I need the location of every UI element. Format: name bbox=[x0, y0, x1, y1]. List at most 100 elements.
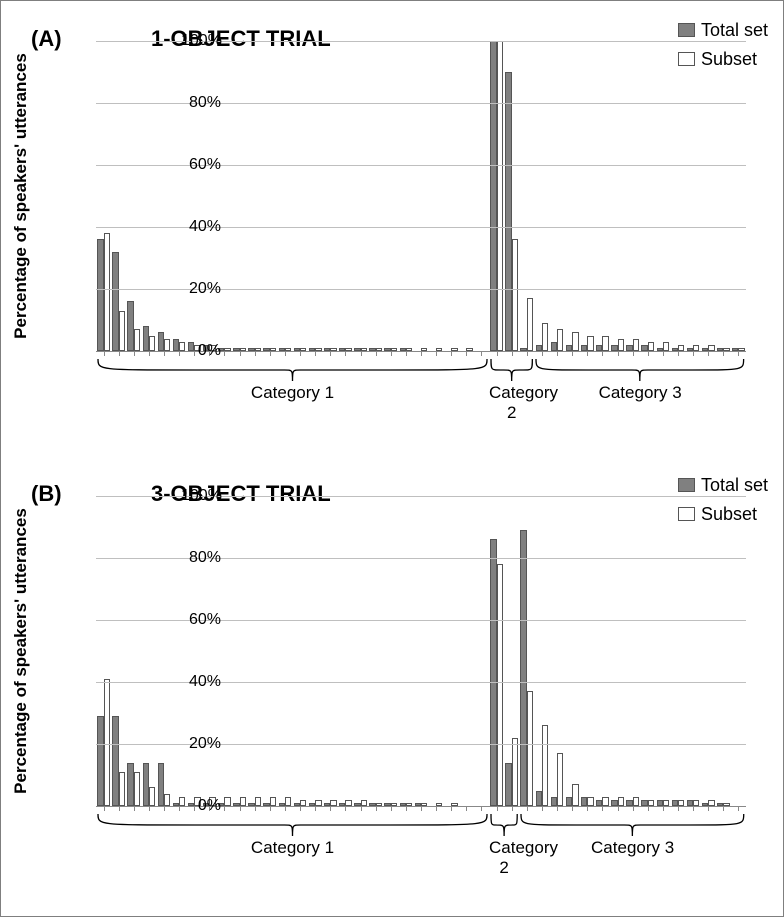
category-brace: Category 1 bbox=[96, 814, 489, 858]
xtick bbox=[104, 806, 105, 811]
bar-subset bbox=[633, 797, 639, 806]
bar-subset bbox=[300, 800, 306, 806]
plot-area-b bbox=[96, 496, 746, 807]
panel-b-label: (B) bbox=[31, 481, 62, 507]
bar-subset bbox=[224, 797, 230, 806]
xtick bbox=[255, 351, 256, 356]
bar-subset bbox=[527, 691, 533, 806]
xtick bbox=[436, 806, 437, 811]
bar-subset bbox=[376, 803, 382, 806]
bar-subset bbox=[330, 348, 336, 351]
bar-subset bbox=[618, 339, 624, 351]
legend-total-swatch bbox=[678, 23, 695, 37]
xtick bbox=[376, 351, 377, 356]
xtick bbox=[723, 806, 724, 811]
xtick bbox=[164, 351, 165, 356]
category-brace: Category 2 bbox=[489, 359, 534, 423]
bar-subset bbox=[542, 725, 548, 806]
bar-subset bbox=[421, 803, 427, 806]
plot-area-a bbox=[96, 41, 746, 352]
bar-subset bbox=[406, 803, 412, 806]
legend-total-swatch-b bbox=[678, 478, 695, 492]
ytick-label: 80% bbox=[181, 549, 221, 567]
bar-subset bbox=[587, 336, 593, 352]
bar-subset bbox=[497, 41, 503, 351]
xtick bbox=[315, 806, 316, 811]
xtick bbox=[361, 806, 362, 811]
xtick bbox=[723, 351, 724, 356]
xtick bbox=[481, 806, 482, 811]
xtick bbox=[240, 351, 241, 356]
xtick bbox=[134, 806, 135, 811]
xtick bbox=[270, 351, 271, 356]
xtick bbox=[693, 806, 694, 811]
xtick bbox=[708, 806, 709, 811]
xtick bbox=[466, 806, 467, 811]
bar-subset bbox=[149, 336, 155, 352]
xtick bbox=[406, 806, 407, 811]
bar-subset bbox=[345, 348, 351, 351]
xtick bbox=[587, 806, 588, 811]
bar-subset bbox=[361, 800, 367, 806]
bar-subset bbox=[542, 323, 548, 351]
xtick bbox=[572, 806, 573, 811]
xtick bbox=[285, 351, 286, 356]
category-label: Category 3 bbox=[534, 383, 746, 403]
bar-subset bbox=[104, 233, 110, 351]
xtick bbox=[149, 351, 150, 356]
category-label: Category 1 bbox=[96, 383, 489, 403]
ytick-label: 60% bbox=[181, 611, 221, 629]
bar-subset bbox=[315, 800, 321, 806]
ytick-label: 40% bbox=[181, 218, 221, 236]
xtick bbox=[527, 806, 528, 811]
xtick bbox=[391, 351, 392, 356]
bar-subset bbox=[255, 348, 261, 351]
bar-subset bbox=[648, 342, 654, 351]
bar-subset bbox=[240, 348, 246, 351]
bar-subset bbox=[391, 803, 397, 806]
category-brace: Category 3 bbox=[534, 359, 746, 403]
category-label: Category 3 bbox=[519, 838, 746, 858]
xtick bbox=[421, 351, 422, 356]
bar-subset bbox=[572, 332, 578, 351]
xtick bbox=[738, 351, 739, 356]
bar-subset bbox=[602, 336, 608, 352]
xtick bbox=[119, 806, 120, 811]
y-axis-label-b: Percentage of speakers' utterances bbox=[11, 508, 31, 794]
xtick bbox=[376, 806, 377, 811]
bar-subset bbox=[134, 329, 140, 351]
xtick bbox=[345, 806, 346, 811]
xtick bbox=[587, 351, 588, 356]
xtick bbox=[557, 806, 558, 811]
bar-subset bbox=[285, 348, 291, 351]
bar-subset bbox=[149, 787, 155, 806]
bar-subset bbox=[466, 348, 472, 351]
xtick bbox=[300, 806, 301, 811]
xtick bbox=[224, 351, 225, 356]
ytick-label: 80% bbox=[181, 94, 221, 112]
xtick bbox=[119, 351, 120, 356]
xtick bbox=[164, 806, 165, 811]
bar-subset bbox=[678, 345, 684, 351]
bar-subset bbox=[104, 679, 110, 806]
xtick bbox=[542, 806, 543, 811]
xtick bbox=[466, 351, 467, 356]
ytick-label: 20% bbox=[181, 280, 221, 298]
bar-subset bbox=[376, 348, 382, 351]
xtick bbox=[300, 351, 301, 356]
xtick bbox=[315, 351, 316, 356]
xtick bbox=[602, 806, 603, 811]
xtick bbox=[678, 351, 679, 356]
panel-b: (B) 3-OBJECT TRIAL Total set Subset Perc… bbox=[1, 456, 783, 916]
bar-subset bbox=[497, 564, 503, 806]
category-label: Category 1 bbox=[96, 838, 489, 858]
xtick bbox=[738, 806, 739, 811]
panel-a: (A) 1-OBJECT TRIAL Total set Subset Perc… bbox=[1, 1, 783, 456]
category-brace: Category 3 bbox=[519, 814, 746, 858]
bar-subset bbox=[361, 348, 367, 351]
xtick bbox=[406, 351, 407, 356]
xtick bbox=[149, 806, 150, 811]
xtick bbox=[104, 351, 105, 356]
xtick bbox=[361, 351, 362, 356]
xtick bbox=[330, 806, 331, 811]
